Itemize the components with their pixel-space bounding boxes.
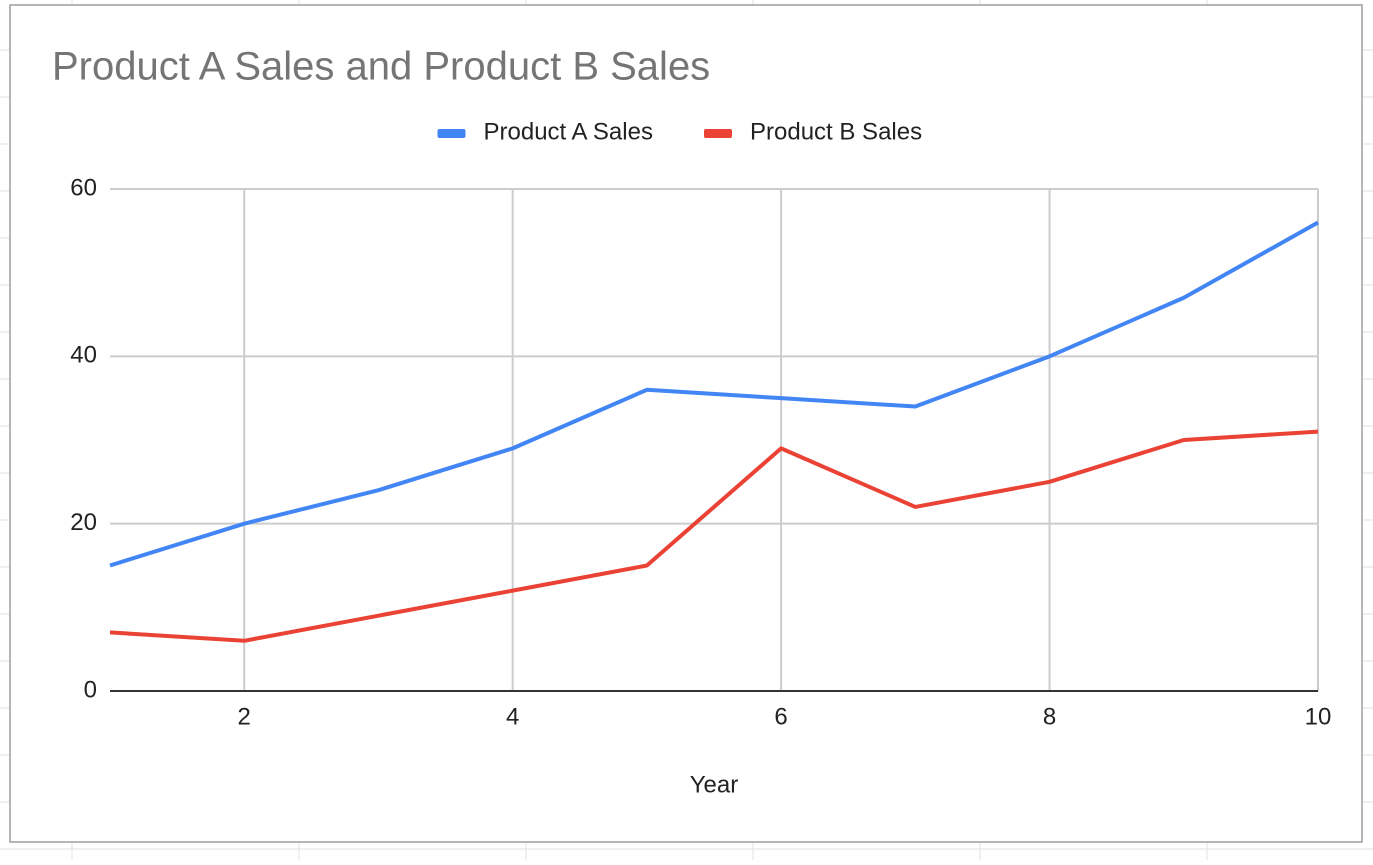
plot: 0 20 40 60 2 4 6 8 10 Product A Sales Product B Sa… (70, 118, 1331, 730)
y-tick-label: 40 (70, 342, 97, 369)
series-line (109, 220, 1319, 568)
legend-swatch (437, 129, 466, 138)
x-tick-label: 4 (506, 703, 519, 730)
legend-label: Product B Sales (750, 118, 922, 145)
y-tick-label: 60 (70, 174, 97, 201)
x-tick-label: 2 (238, 703, 251, 730)
x-tick-label: 8 (1043, 703, 1056, 730)
legend-label: Product A Sales (484, 118, 653, 145)
chart-title: Product A Sales and Product B Sales (52, 45, 710, 89)
y-tick-label: 20 (70, 509, 97, 536)
x-tick-label: 10 (1305, 703, 1332, 730)
chart-frame (9, 4, 1363, 843)
y-tick-label: 0 (84, 676, 97, 703)
x-axis-title: Year (690, 771, 739, 798)
series-line (109, 429, 1319, 643)
legend-swatch (704, 129, 732, 138)
x-tick-label: 6 (774, 703, 787, 730)
